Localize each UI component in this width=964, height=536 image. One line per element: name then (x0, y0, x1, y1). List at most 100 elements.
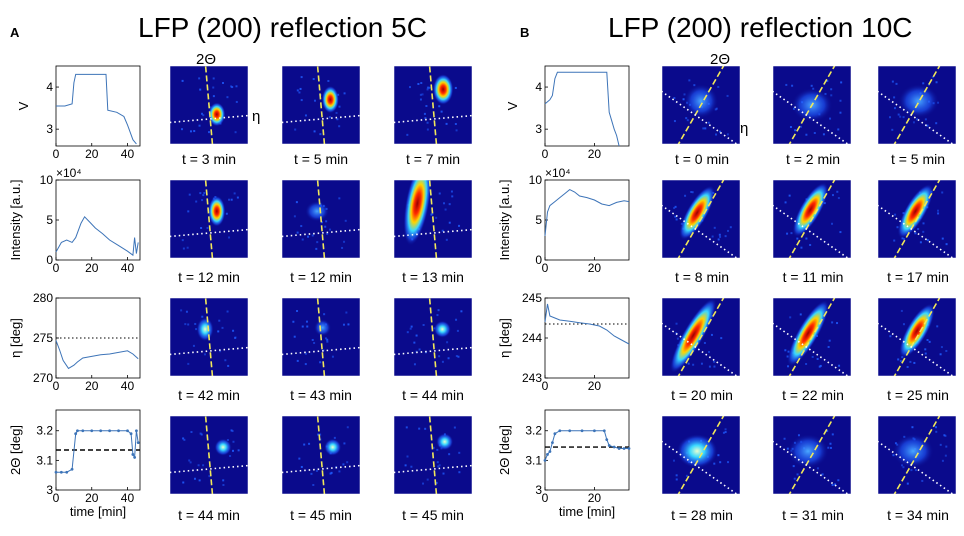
heatmap-noise (341, 246, 344, 249)
heatmap-noise (230, 85, 233, 88)
y-tick-label: 3 (535, 122, 542, 136)
plot-frame (544, 297, 630, 379)
heatmap-noise (896, 226, 899, 229)
line-plot-b-0: 3 4 0 20 V (505, 65, 630, 161)
heatmap-noise (674, 205, 677, 208)
heatmap-noise (324, 337, 327, 340)
heatmap-noise (727, 461, 730, 464)
heatmap-noise (200, 227, 203, 230)
heatmap-noise (345, 311, 348, 314)
y-tick-label: 3 (46, 483, 53, 497)
heatmap-noise (711, 235, 714, 238)
x-tick-label: 0 (53, 147, 60, 161)
heatmap-noise (719, 235, 722, 238)
heatmap-noise (690, 191, 693, 194)
two-theta-guide (204, 298, 214, 376)
y-tick-label: 270 (33, 371, 53, 385)
heatmap-noise (789, 126, 792, 129)
diffraction-spot (433, 320, 451, 338)
two-theta-guide (788, 66, 836, 144)
diffraction-spot (313, 319, 332, 337)
heatmap-noise (786, 232, 789, 235)
heatmap-noise (809, 243, 812, 246)
heatmap-noise (834, 483, 837, 486)
heatmap-noise (315, 247, 318, 250)
heatmap-noise (218, 319, 221, 322)
heatmap-noise (426, 128, 429, 131)
heatmap-noise (438, 355, 441, 358)
x-tick-label: 20 (588, 147, 602, 161)
heatmap-noise (312, 483, 315, 486)
heatmap-noise (926, 124, 929, 127)
heatmap-noise (914, 232, 917, 235)
data-point (593, 429, 596, 433)
two-theta-guide (316, 66, 326, 144)
heatmap-noise (805, 133, 808, 136)
heatmap-noise (343, 240, 346, 243)
y-axis-label: Intensity [a.u.] (8, 180, 23, 261)
heatmap-noise (836, 190, 839, 193)
data-point (129, 432, 133, 436)
heatmap-noise (413, 363, 416, 366)
heatmap-noise (797, 434, 800, 437)
heatmap-noise (188, 459, 191, 462)
heatmap-noise (198, 124, 201, 127)
heatmap-noise (310, 472, 313, 475)
heatmap-noise (231, 430, 234, 433)
heatmap-noise (805, 237, 808, 240)
heatmap-noise (891, 128, 894, 131)
heatmap-noise (715, 107, 718, 110)
x-tick-label: 0 (53, 379, 60, 393)
two-theta-guide (316, 180, 326, 258)
heatmap-noise (922, 230, 925, 233)
heatmap-noise (436, 461, 439, 464)
two-theta-guide (788, 298, 836, 376)
y-axis-label: 2Θ [deg] (497, 425, 512, 475)
heatmap-noise (900, 309, 903, 312)
heatmap-noise (448, 453, 451, 456)
heatmap-noise (718, 233, 721, 236)
y-tick-label: 10 (40, 173, 54, 187)
heatmap-noise (727, 229, 730, 232)
heatmap-noise (460, 310, 463, 313)
heatmap-noise (830, 94, 833, 97)
heatmap-noise (928, 340, 931, 343)
heatmap-noise (722, 431, 725, 434)
heatmap-noise (423, 112, 426, 115)
heatmap-noise (417, 82, 420, 85)
heatmap-noise (839, 99, 842, 102)
caption: t = 20 min (671, 387, 733, 403)
heatmap-noise (687, 362, 690, 365)
heatmap-noise (941, 459, 944, 462)
heatmap-noise (787, 365, 790, 368)
heatmap-noise (811, 355, 814, 358)
caption: t = 44 min (178, 507, 240, 523)
heatmap-noise (436, 314, 439, 317)
two-theta-guide (204, 416, 214, 494)
captions-b: t = 0 min t = 2 min t = 5 min t = 8 min … (671, 151, 949, 523)
heatmap-noise (788, 194, 791, 197)
heatmap-noise (201, 199, 204, 202)
heatmap-noise (187, 362, 190, 365)
heatmap-noise (903, 238, 906, 241)
heatmap-noise (673, 97, 676, 100)
heatmap-noise (702, 127, 705, 130)
diffraction-spot (787, 300, 829, 367)
heatmap-noise (299, 87, 302, 90)
heatmap-noise (794, 129, 797, 132)
heatmap-cell (773, 298, 851, 376)
heatmap-noise (899, 115, 902, 118)
diffraction-spot (679, 185, 715, 241)
heatmap-noise (445, 238, 448, 241)
heatmap-noise (303, 443, 306, 446)
heatmap-noise (202, 114, 205, 117)
heatmap-noise (193, 130, 196, 133)
heatmap-noise (237, 449, 240, 452)
heatmap-noise (787, 350, 790, 353)
y-tick-label: 3.2 (36, 424, 53, 438)
heatmap-noise (189, 461, 192, 464)
heatmap-noise (936, 209, 939, 212)
heatmap-noise (691, 191, 694, 194)
heatmap-noise (294, 128, 297, 131)
heatmap-noise (222, 479, 225, 482)
